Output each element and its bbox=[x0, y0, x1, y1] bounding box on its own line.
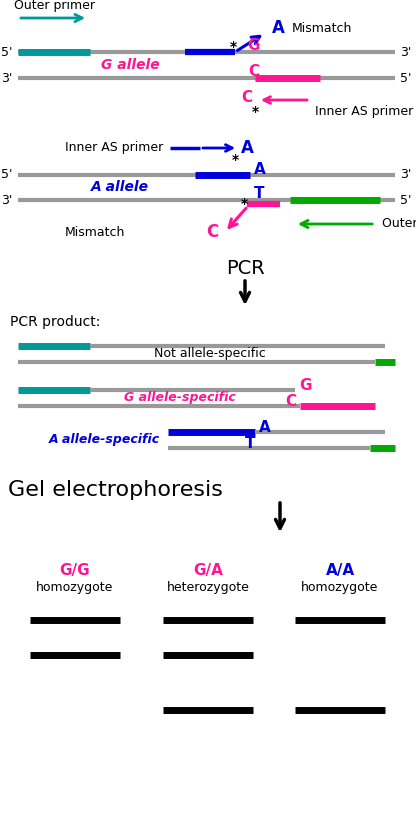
Text: Outer primer: Outer primer bbox=[382, 218, 416, 230]
Text: C: C bbox=[241, 89, 252, 105]
Text: A allele-specific: A allele-specific bbox=[49, 433, 160, 446]
Text: PCR: PCR bbox=[225, 259, 265, 278]
Text: *: * bbox=[251, 105, 259, 119]
Text: A: A bbox=[272, 19, 285, 37]
Text: A: A bbox=[241, 139, 254, 157]
Text: Outer primer: Outer primer bbox=[15, 0, 96, 12]
Text: PCR product:: PCR product: bbox=[10, 315, 100, 329]
Text: A: A bbox=[259, 420, 271, 436]
Text: G: G bbox=[299, 378, 312, 393]
Text: Inner AS primer: Inner AS primer bbox=[315, 105, 413, 117]
Text: 3': 3' bbox=[400, 169, 411, 182]
Text: 3': 3' bbox=[1, 193, 12, 206]
Text: T: T bbox=[245, 437, 255, 451]
Text: G allele: G allele bbox=[101, 58, 159, 72]
Text: G allele-specific: G allele-specific bbox=[124, 391, 236, 405]
Text: A/A: A/A bbox=[325, 563, 354, 577]
Text: A allele: A allele bbox=[91, 180, 149, 194]
Text: *: * bbox=[230, 40, 237, 54]
Text: homozygote: homozygote bbox=[301, 581, 379, 595]
Text: homozygote: homozygote bbox=[36, 581, 114, 595]
Text: 5': 5' bbox=[0, 169, 12, 182]
Text: G/G: G/G bbox=[59, 563, 90, 577]
Text: 5': 5' bbox=[400, 71, 411, 84]
Text: heterozygote: heterozygote bbox=[166, 581, 250, 595]
Text: 5': 5' bbox=[0, 46, 12, 58]
Text: Mismatch: Mismatch bbox=[64, 225, 125, 238]
Text: Gel electrophoresis: Gel electrophoresis bbox=[8, 480, 223, 500]
Text: C: C bbox=[206, 223, 218, 241]
Text: G/A: G/A bbox=[193, 563, 223, 577]
Text: Mismatch: Mismatch bbox=[292, 21, 352, 34]
Text: 5': 5' bbox=[400, 193, 411, 206]
Text: G: G bbox=[248, 38, 260, 53]
Text: Inner AS primer: Inner AS primer bbox=[65, 142, 163, 155]
Text: 3': 3' bbox=[1, 71, 12, 84]
Text: 3': 3' bbox=[400, 46, 411, 58]
Text: C: C bbox=[285, 395, 296, 410]
Text: *: * bbox=[240, 197, 248, 211]
Text: Not allele-specific: Not allele-specific bbox=[154, 347, 266, 360]
Text: *: * bbox=[231, 153, 238, 167]
Text: A: A bbox=[254, 161, 266, 177]
Text: T: T bbox=[254, 187, 265, 201]
Text: C: C bbox=[248, 65, 260, 79]
